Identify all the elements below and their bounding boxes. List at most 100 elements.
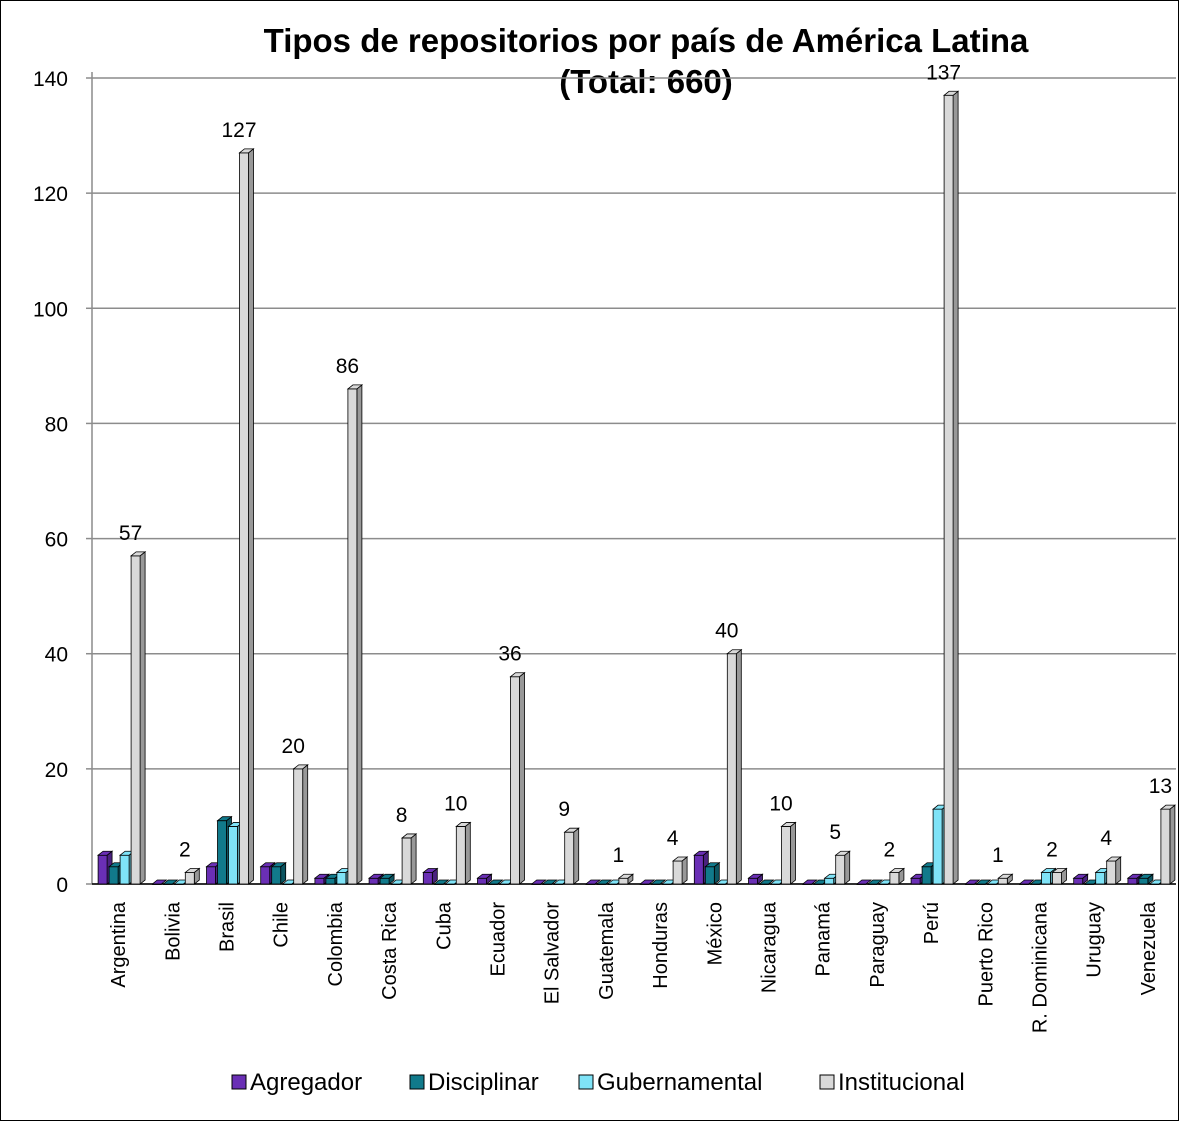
bar-agregador-9	[584, 879, 602, 885]
legend-label: Agregador	[250, 1069, 362, 1096]
data-label: 9	[558, 798, 570, 821]
x-tick-label: R. Dominicana	[1030, 901, 1052, 1033]
x-tick-label: Bolivia	[162, 901, 184, 961]
bar-institucional-10	[671, 856, 689, 885]
bar-institucional-7	[509, 671, 526, 885]
data-label: 2	[884, 838, 896, 861]
data-label: 2	[179, 838, 191, 861]
bar-agregador-18	[1072, 873, 1089, 885]
bar-institucional-19	[1159, 804, 1177, 885]
x-tick-label: Brasil	[217, 902, 239, 952]
data-label: 36	[498, 643, 521, 666]
legend: Agregador Disciplinar Gubernamental Institu…	[231, 1069, 965, 1096]
bar-agregador-6	[422, 867, 439, 885]
bar-gubernamental-9	[606, 879, 624, 885]
bar-agregador-14	[855, 879, 873, 885]
bar-agregador-1	[151, 879, 168, 885]
data-label: 1	[992, 844, 1004, 867]
bar-agregador-12	[747, 873, 764, 885]
bar-institucional-2	[238, 148, 255, 885]
x-tick-label: Paraguay	[867, 902, 889, 988]
bar-institucional-15	[942, 90, 960, 885]
x-tick-label: Costa Rica	[379, 901, 401, 1000]
bar-disciplinar-14	[866, 879, 884, 885]
data-label: 137	[926, 61, 961, 84]
bar-agregador-8	[530, 879, 547, 885]
y-tick-label: 60	[45, 529, 68, 552]
x-tick-label: Panamá	[813, 901, 835, 976]
bar-disciplinar-16	[975, 879, 992, 885]
legend-swatch	[578, 1074, 594, 1090]
bar-disciplinar-12	[758, 879, 775, 885]
bars	[96, 90, 1177, 885]
bar-disciplinar-3	[270, 861, 287, 885]
bar-disciplinar-6	[433, 879, 450, 885]
y-tick-label: 40	[45, 644, 68, 667]
bar-institucional-14	[888, 867, 906, 885]
data-label: 5	[829, 821, 841, 844]
bar-disciplinar-19	[1137, 873, 1155, 885]
data-label: 10	[769, 792, 792, 815]
y-tick-label: 140	[33, 68, 68, 91]
bar-institucional-6	[455, 821, 472, 885]
data-labels: 57 2 127 20 86 8 10 36 9 1 4 40 10 5 2 137 1 2 4 13	[119, 61, 1172, 867]
bar-institucional-16	[997, 873, 1014, 885]
bar-institucional-18	[1105, 856, 1122, 885]
x-tick-label: El Salvador	[542, 902, 564, 1005]
data-label: 8	[396, 804, 408, 827]
data-label: 20	[282, 735, 305, 758]
y-tick-label: 80	[45, 413, 68, 436]
bar-institucional-12	[780, 821, 797, 885]
data-label: 127	[221, 119, 256, 142]
x-tick-label: Venezuela	[1138, 901, 1160, 995]
bar-institucional-17	[1051, 867, 1068, 885]
y-tick-label: 100	[33, 298, 68, 321]
legend-swatch	[819, 1074, 835, 1090]
legend-label: Institucional	[838, 1069, 965, 1096]
bar-agregador-17	[1018, 879, 1035, 885]
data-label: 4	[667, 827, 679, 850]
bar-institucional-4	[346, 384, 364, 885]
legend-item-disciplinar: Disciplinar	[409, 1069, 539, 1096]
x-tick-label: Honduras	[650, 902, 672, 989]
chart-title: Tipos de repositorios por país de Améric…	[264, 22, 1029, 59]
bar-institucional-0	[129, 551, 147, 885]
x-tick-label: Cuba	[433, 901, 455, 950]
bar-agregador-16	[964, 879, 981, 885]
legend-label: Gubernamental	[597, 1069, 762, 1096]
x-tick-label: Argentina	[108, 901, 130, 987]
x-tick-label: Puerto Rico	[975, 902, 997, 1007]
x-tick-label: Ecuador	[488, 902, 510, 977]
bar-institucional-8	[563, 827, 580, 885]
data-label: 86	[336, 355, 359, 378]
x-tick-label: Perú	[921, 902, 943, 944]
bar-agregador-7	[476, 873, 493, 885]
legend-item-agregador: Agregador	[231, 1069, 362, 1096]
bar-agregador-13	[801, 879, 818, 885]
legend-label: Disciplinar	[428, 1069, 539, 1096]
bar-disciplinar-7	[487, 879, 504, 885]
data-label: 1	[613, 844, 625, 867]
data-label: 10	[444, 792, 467, 815]
bar-disciplinar-9	[595, 879, 613, 885]
bar-institucional-11	[726, 648, 743, 885]
bar-disciplinar-5	[378, 873, 396, 885]
x-tick-label: Uruguay	[1084, 902, 1106, 978]
bar-agregador-10	[638, 879, 656, 885]
legend-item-gubernamental: Gubernamental	[578, 1069, 762, 1096]
y-tick-label: 0	[56, 874, 68, 897]
legend-item-institucional: Institucional	[819, 1069, 965, 1096]
x-tick-label: Guatemala	[596, 901, 618, 1000]
data-label: 13	[1149, 775, 1172, 798]
x-tick-label: Nicaragua	[759, 901, 781, 993]
bar-disciplinar-10	[649, 879, 667, 885]
y-axis-ticks: 0 20 40 60 80 100 120 140	[33, 68, 68, 897]
legend-swatch	[409, 1074, 425, 1090]
data-label: 2	[1046, 838, 1058, 861]
bar-institucional-9	[617, 873, 635, 885]
bar-institucional-13	[834, 850, 851, 885]
y-tick-label: 20	[45, 759, 68, 782]
data-label: 4	[1100, 827, 1112, 850]
